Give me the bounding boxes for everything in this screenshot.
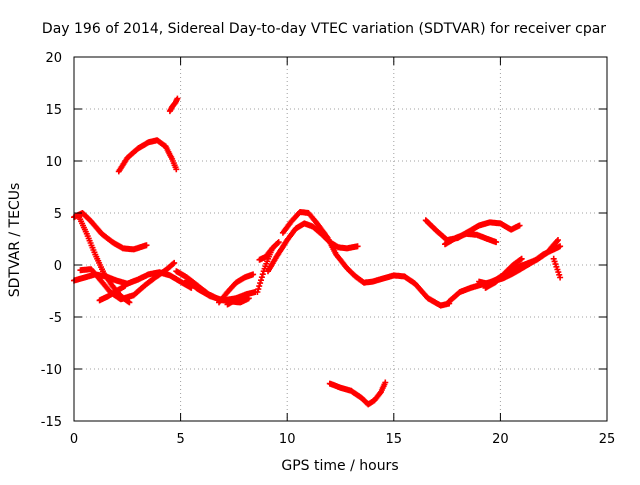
- data-point-marks: [71, 210, 150, 253]
- x-tick-label: 25: [599, 432, 616, 447]
- data-point-marks: [482, 255, 525, 291]
- series-arc-17: [422, 217, 523, 243]
- y-axis-label: SDTVAR / TECUs: [7, 183, 23, 298]
- series-arc-7: [96, 282, 129, 304]
- y-tick-label: 5: [54, 207, 62, 222]
- x-tick-label: 20: [492, 432, 509, 447]
- data-point-marks: [442, 230, 500, 248]
- series-arc-4: [75, 212, 133, 306]
- x-axis-label: GPS time / hours: [281, 458, 398, 474]
- y-tick-label: 20: [45, 51, 62, 66]
- data-point-marks: [256, 239, 282, 263]
- series-arc-2: [166, 95, 181, 115]
- data-point-marks: [115, 137, 180, 175]
- series-arc-22: [550, 255, 564, 281]
- series-arc-21: [482, 255, 525, 291]
- data-point-marks: [279, 209, 453, 309]
- data-point-marks: [550, 255, 564, 281]
- series-arc-10: [216, 271, 257, 306]
- x-tick-label: 10: [279, 432, 296, 447]
- data-point-marks: [224, 295, 250, 308]
- data-point-marks: [166, 95, 181, 115]
- y-tick-label: 15: [45, 103, 62, 118]
- data-point-marks: [254, 245, 276, 295]
- plot-frame: [73, 56, 608, 422]
- series-arc-13: [256, 239, 282, 263]
- data-point-marks: [326, 379, 389, 408]
- x-tick-label: 5: [176, 432, 184, 447]
- series-arc-15: [279, 209, 453, 309]
- series-arc-12: [254, 245, 276, 295]
- series-arc-3: [71, 210, 150, 253]
- x-tick-label: 0: [70, 432, 78, 447]
- series-arc-11: [224, 295, 250, 308]
- grid-lines: [74, 57, 607, 421]
- data-point-marks: [422, 217, 523, 243]
- y-tick-label: -15: [41, 415, 62, 430]
- y-tick-label: 10: [45, 155, 62, 170]
- y-tick-label: -5: [49, 311, 62, 326]
- data-points: [71, 95, 564, 408]
- series-arc-16: [326, 379, 389, 408]
- axis-ticks: 0 5 10 15 20 25 -15 -10 -5 0 5 10 15 20: [41, 51, 616, 447]
- x-tick-label: 15: [386, 432, 403, 447]
- data-point-marks: [75, 212, 133, 306]
- data-point-marks: [96, 282, 129, 304]
- data-point-marks: [216, 271, 257, 306]
- chart-title: Day 196 of 2014, Sidereal Day-to-day VTE…: [42, 21, 606, 37]
- y-tick-label: 0: [54, 259, 62, 274]
- series-arc-18: [442, 230, 500, 248]
- series-arc-1: [115, 137, 180, 175]
- y-tick-label: -10: [41, 363, 62, 378]
